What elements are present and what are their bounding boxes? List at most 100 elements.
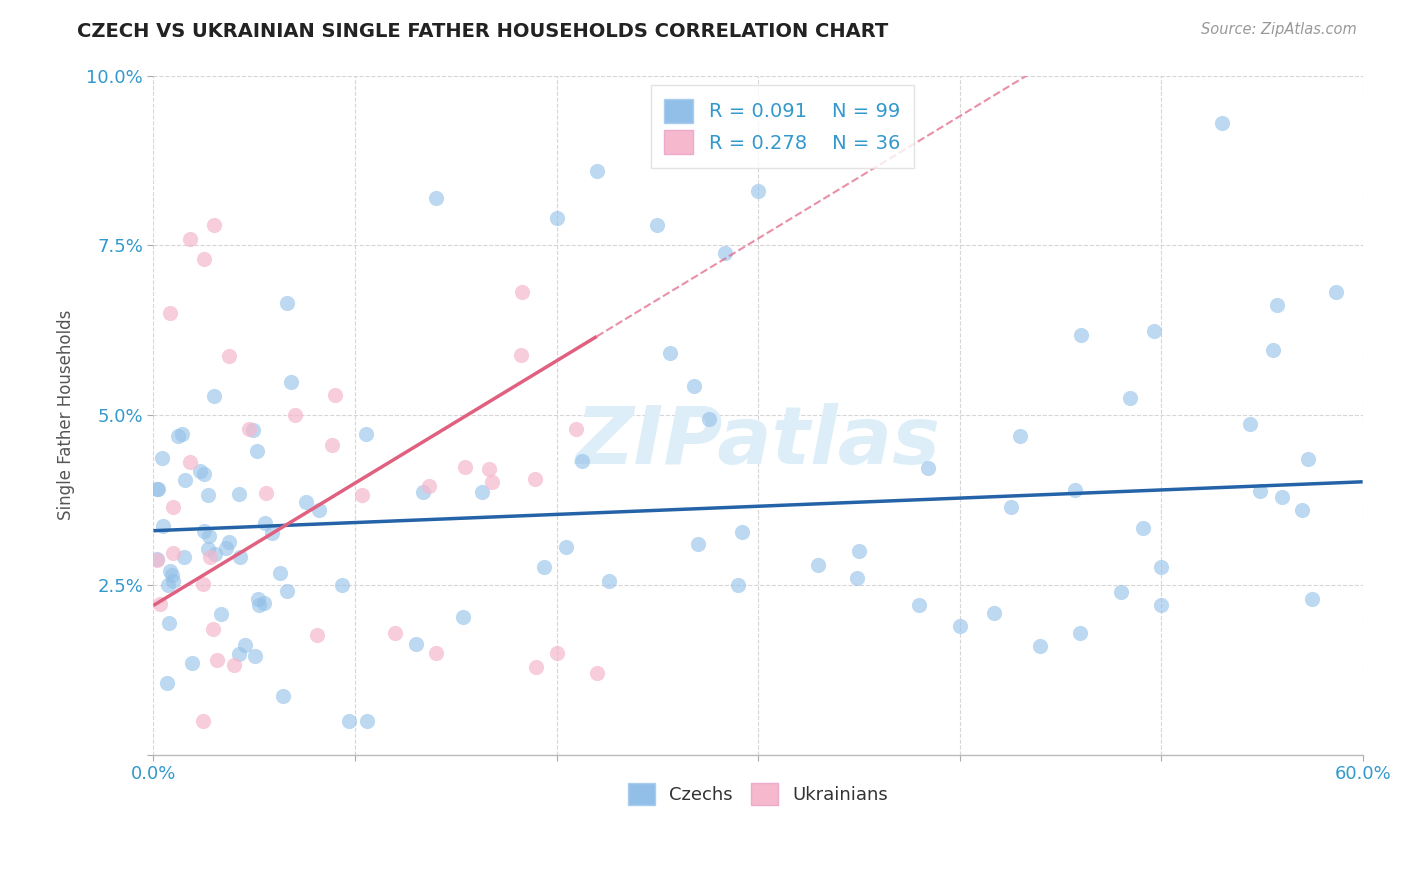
Point — [523, 472, 546, 486]
Text: Source: ZipAtlas.com: Source: ZipAtlas.com — [1201, 22, 1357, 37]
Point — [747, 184, 769, 198]
Point — [1301, 591, 1323, 606]
Point — [731, 525, 754, 540]
Point — [294, 495, 316, 509]
Point — [179, 455, 201, 469]
Point — [197, 542, 219, 557]
Point — [146, 551, 169, 566]
Point — [157, 578, 180, 592]
Point — [807, 558, 830, 572]
Point — [356, 714, 378, 728]
Point — [478, 461, 501, 475]
Point — [198, 529, 221, 543]
Point — [246, 444, 269, 458]
Point — [193, 714, 215, 728]
Point — [1000, 500, 1022, 515]
Point — [254, 486, 277, 500]
Point — [585, 163, 607, 178]
Point — [157, 615, 180, 630]
Point — [166, 429, 188, 443]
Point — [412, 485, 434, 500]
Point — [193, 252, 215, 266]
Point — [323, 388, 346, 402]
Point — [253, 596, 276, 610]
Point — [149, 598, 172, 612]
Point — [1150, 599, 1173, 613]
Point — [1265, 298, 1288, 312]
Point — [146, 553, 169, 567]
Point — [571, 454, 593, 468]
Point — [645, 218, 668, 232]
Text: ZIPatlas: ZIPatlas — [575, 403, 941, 482]
Point — [565, 422, 588, 436]
Point — [174, 474, 197, 488]
Point — [1150, 560, 1173, 574]
Point — [260, 526, 283, 541]
Point — [253, 516, 276, 530]
Point — [585, 666, 607, 681]
Point — [276, 584, 298, 599]
Point — [533, 559, 555, 574]
Point — [686, 537, 709, 551]
Point — [1324, 285, 1347, 299]
Point — [180, 656, 202, 670]
Point — [354, 426, 377, 441]
Point — [524, 659, 547, 673]
Point — [159, 564, 181, 578]
Point — [228, 487, 250, 501]
Point — [209, 607, 232, 622]
Point — [162, 574, 184, 589]
Point — [846, 571, 869, 585]
Point — [1296, 452, 1319, 467]
Point — [202, 389, 225, 403]
Point — [197, 488, 219, 502]
Point — [352, 488, 374, 502]
Point — [207, 653, 229, 667]
Point — [1132, 521, 1154, 535]
Point — [224, 657, 246, 672]
Point — [917, 461, 939, 475]
Point — [1271, 490, 1294, 504]
Point — [1008, 428, 1031, 442]
Point — [162, 546, 184, 560]
Point — [337, 714, 360, 728]
Point — [170, 427, 193, 442]
Point — [204, 547, 226, 561]
Point — [188, 464, 211, 478]
Point — [245, 648, 267, 663]
Point — [405, 636, 427, 650]
Point — [308, 503, 330, 517]
Point — [727, 578, 749, 592]
Point — [242, 423, 264, 437]
Point — [451, 610, 474, 624]
Point — [1211, 116, 1233, 130]
Point — [1239, 417, 1261, 431]
Point — [1063, 483, 1085, 497]
Point — [848, 544, 870, 558]
Point — [193, 467, 215, 481]
Point — [983, 607, 1005, 621]
Point — [152, 519, 174, 533]
Point — [948, 619, 970, 633]
Point — [269, 566, 291, 581]
Point — [198, 550, 221, 565]
Point — [160, 568, 183, 582]
Y-axis label: Single Father Households: Single Father Households — [58, 310, 75, 520]
Point — [425, 646, 447, 660]
Point — [481, 475, 503, 489]
Point — [150, 451, 173, 466]
Text: CZECH VS UKRAINIAN SINGLE FATHER HOUSEHOLDS CORRELATION CHART: CZECH VS UKRAINIAN SINGLE FATHER HOUSEHO… — [77, 22, 889, 41]
Point — [908, 599, 931, 613]
Point — [546, 646, 568, 660]
Point — [228, 647, 250, 661]
Legend: Czechs, Ukrainians: Czechs, Ukrainians — [619, 773, 897, 814]
Point — [714, 245, 737, 260]
Point — [384, 625, 406, 640]
Point — [159, 306, 181, 320]
Point — [155, 676, 177, 690]
Point — [425, 191, 447, 205]
Point — [233, 638, 256, 652]
Point — [454, 459, 477, 474]
Point — [512, 285, 534, 299]
Point — [247, 599, 270, 613]
